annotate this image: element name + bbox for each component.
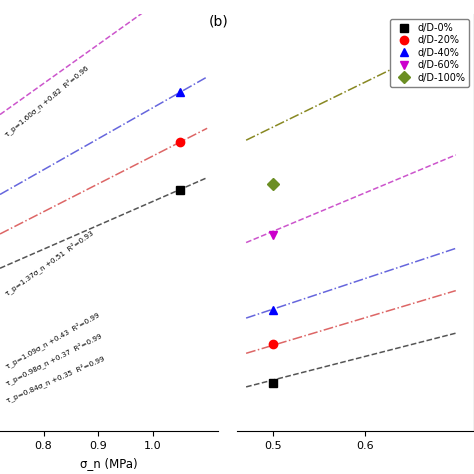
Text: (b): (b) [209, 14, 228, 28]
X-axis label: No: No [347, 456, 364, 470]
X-axis label: σ_n (MPa): σ_n (MPa) [80, 456, 138, 470]
Text: τ_p=0.84σ_n +0.35  R²=0.99: τ_p=0.84σ_n +0.35 R²=0.99 [5, 355, 106, 404]
Text: τ_p=1.09σ_n +0.43  R²=0.99: τ_p=1.09σ_n +0.43 R²=0.99 [4, 311, 101, 370]
Legend: d/D-0%, d/D-20%, d/D-40%, d/D-60%, d/D-100%: d/D-0%, d/D-20%, d/D-40%, d/D-60%, d/D-1… [390, 19, 469, 87]
Text: τ_p=1.37σ_n +0.51  R²=0.93: τ_p=1.37σ_n +0.51 R²=0.93 [4, 228, 95, 297]
Text: τ_p=1.60σ_n +0.82  R²=0.96: τ_p=1.60σ_n +0.82 R²=0.96 [3, 64, 90, 137]
Text: τ_p=0.98σ_n +0.37  R²=0.99: τ_p=0.98σ_n +0.37 R²=0.99 [5, 332, 103, 387]
